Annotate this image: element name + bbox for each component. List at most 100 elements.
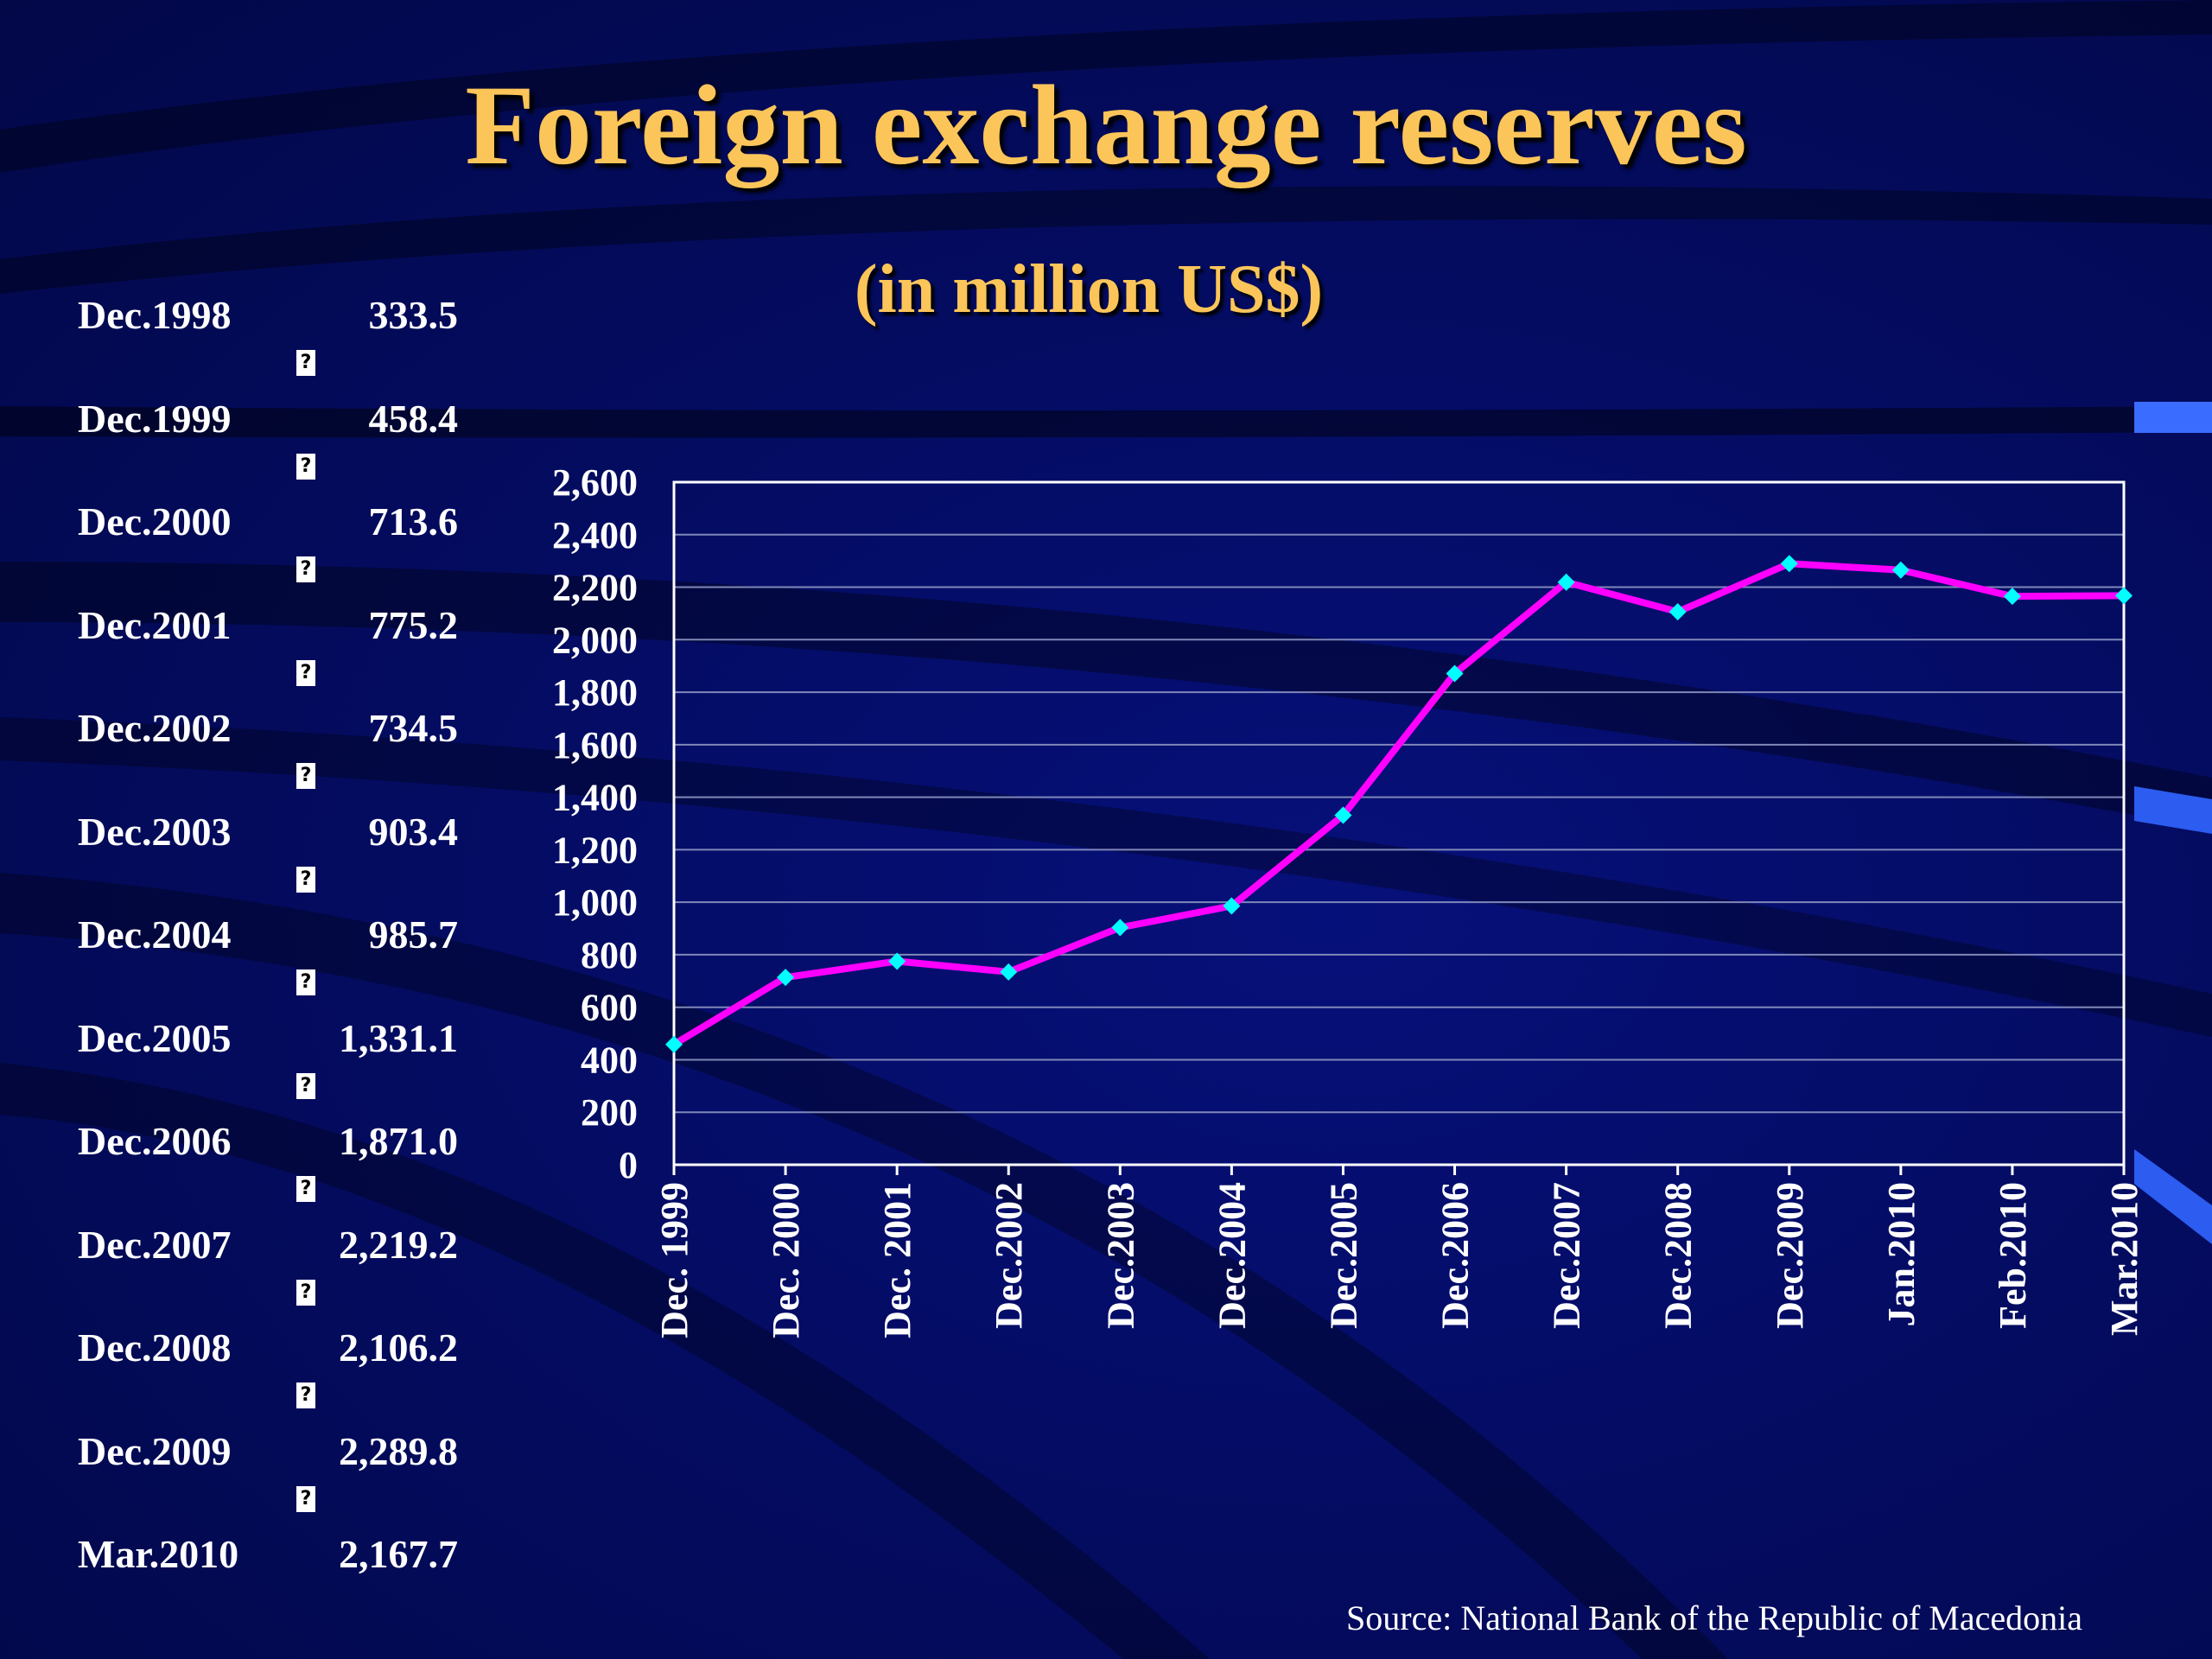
table-date: Dec.1998 [78,293,232,337]
data-point-marker [1334,806,1352,824]
y-tick-label: 2,000 [552,619,638,661]
table-row: Dec.1999 458.4 [0,393,484,445]
table-row: Mar.2010 2,167.7 [0,1529,484,1580]
data-point-marker [665,1035,683,1053]
table-value: 985.7 [368,912,459,957]
missing-glyph-icon: ? [296,1176,315,1202]
y-tick-label: 2,600 [552,461,638,504]
y-tick-label: 1,600 [552,724,638,766]
y-tick-label: 800 [581,934,638,976]
data-point-marker [2115,587,2133,605]
data-point-marker [1000,963,1018,981]
table-value: 713.6 [368,499,459,543]
table-date: Dec.2008 [78,1325,232,1370]
table-value: 903.4 [368,809,459,854]
table-row: Dec.2005 1,331.1 [0,1013,484,1065]
y-tick-label: 400 [581,1039,638,1081]
x-tick-label: Dec. 1999 [653,1182,696,1338]
table-date: Dec.2001 [78,602,232,647]
y-tick-label: 1,200 [552,829,638,871]
x-tick-label: Dec.2005 [1322,1182,1364,1329]
table-date: Dec.2006 [78,1119,232,1163]
missing-glyph-icon: ? [296,350,315,376]
data-point-marker [777,969,795,987]
slide-subtitle: (in million US$) [854,251,1324,327]
y-tick-label: 200 [581,1091,638,1134]
table-value: 2,167.7 [339,1532,458,1576]
table-date: Mar.2010 [78,1532,239,1576]
missing-glyph-icon: ? [296,969,315,995]
data-point-marker [2003,588,2021,606]
y-tick-label: 1,000 [552,881,638,924]
plot-area-border [672,480,2126,1166]
missing-glyph-icon: ? [296,453,315,480]
slide-title: Foreign exchange reserves [465,61,1747,188]
table-date: Dec.2004 [78,912,232,957]
table-date: Dec.2000 [78,499,232,543]
table-date: Dec.2003 [78,809,232,854]
table-value: 775.2 [368,602,459,647]
table-row: Dec.2000 713.6 [0,496,484,548]
x-tick-label: Dec.2002 [988,1182,1030,1329]
x-tick-label: Dec.2007 [1546,1182,1588,1329]
table-value: 1,331.1 [339,1015,458,1060]
data-point-marker [1891,561,1910,579]
x-tick-label: Dec. 2001 [876,1182,918,1338]
x-tick-label: Mar.2010 [2103,1182,2145,1336]
x-tick-label: Feb.2010 [1992,1182,2034,1329]
x-tick-label: Dec. 2000 [765,1182,807,1338]
missing-glyph-icon: ? [296,556,315,582]
table-value: 458.4 [368,396,459,441]
y-tick-label: 2,400 [552,514,638,556]
missing-glyph-icon: ? [296,1382,315,1408]
table-row: Dec.2003 903.4 [0,806,484,858]
table-row: Dec.2009 2,289.8 [0,1426,484,1478]
data-point-marker [1557,573,1575,591]
table-date: Dec.2002 [78,706,232,750]
missing-glyph-icon: ? [296,763,315,789]
table-row: Dec.2006 1,871.0 [0,1116,484,1167]
x-tick-label: Jan.2010 [1880,1182,1923,1326]
table-row: Dec.2002 734.5 [0,702,484,754]
data-point-marker [1780,555,1798,573]
data-point-marker [888,952,906,970]
table-value: 734.5 [368,706,459,750]
y-tick-label: 2,200 [552,567,638,609]
x-tick-label: Dec.2006 [1434,1182,1477,1329]
table-row: Dec.2001 775.2 [0,600,484,652]
data-point-marker [1223,897,1241,915]
y-tick-label: 0 [619,1144,638,1186]
data-point-marker [1446,664,1464,683]
table-row: Dec.1998 333.5 [0,289,484,341]
source-note: Source: National Bank of the Republic of… [1346,1599,2082,1637]
table-value: 1,871.0 [339,1119,458,1163]
table-date: Dec.2007 [78,1222,232,1267]
table-value: 2,289.8 [339,1428,458,1473]
table-date: Dec.2005 [78,1015,232,1060]
missing-glyph-icon: ? [296,1279,315,1306]
data-point-marker [1111,918,1129,937]
x-tick-label: Dec.2008 [1657,1182,1700,1329]
table-date: Dec.1999 [78,396,232,441]
data-point-marker [1669,603,1687,621]
table-row: Dec.2008 2,106.2 [0,1322,484,1374]
table-row: Dec.2004 985.7 [0,909,484,961]
table-value: 2,106.2 [339,1325,458,1370]
table-value: 333.5 [368,293,459,337]
missing-glyph-icon: ? [296,659,315,686]
x-tick-label: Dec.2003 [1099,1182,1141,1329]
x-tick-label: Dec.2004 [1211,1182,1253,1329]
missing-glyph-icon: ? [296,866,315,893]
y-tick-label: 1,400 [552,777,638,819]
series-line [671,560,2127,1048]
y-tick-label: 1,800 [552,671,638,714]
table-date: Dec.2009 [78,1428,232,1473]
missing-glyph-icon: ? [296,1072,315,1099]
y-tick-label: 600 [581,987,638,1029]
table-value: 2,219.2 [339,1222,458,1267]
x-tick-label: Dec.2009 [1769,1182,1811,1329]
missing-glyph-icon: ? [296,1485,315,1512]
table-row: Dec.2007 2,219.2 [0,1219,484,1271]
